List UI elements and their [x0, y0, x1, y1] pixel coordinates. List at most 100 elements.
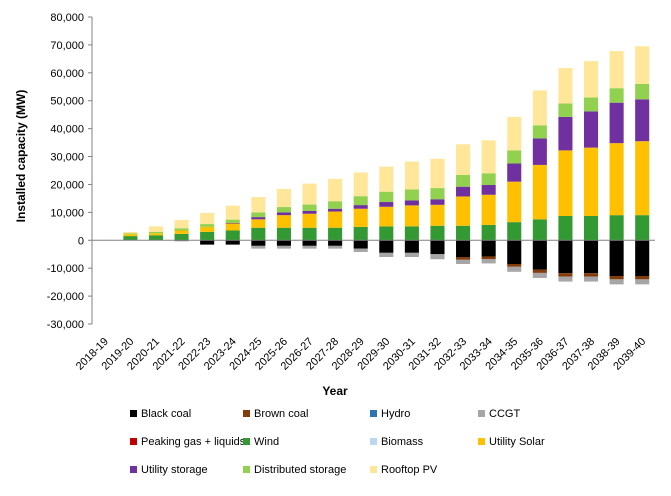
bar-segment-rooftop-pv [174, 219, 189, 229]
bar-segment-rooftop-pv [404, 161, 419, 190]
legend-swatch-peaking-gas-liquids [130, 438, 137, 445]
bar-segment-utility-solar [532, 164, 547, 220]
bar-segment-rooftop-pv [302, 183, 317, 205]
bar-segment-utility-storage [225, 222, 240, 224]
legend-swatch-black-coal [130, 410, 137, 417]
bar-segment-rooftop-pv [456, 144, 471, 175]
legend-swatch-hydro [370, 410, 377, 417]
bar-segment-distributed-storage [558, 103, 573, 117]
bar-segment-brown-coal [532, 269, 547, 273]
legend-swatch-rooftop-pv [370, 466, 377, 473]
bar-segment-brown-coal [456, 257, 471, 260]
bar-segment-wind [328, 227, 343, 241]
bar-segment-utility-solar [456, 196, 471, 226]
bar-segment-ccgt [200, 244, 215, 246]
bar-segment-distributed-storage [353, 196, 368, 206]
bar-segment-distributed-storage [481, 173, 496, 186]
legend-label-utility-solar: Utility Solar [489, 436, 545, 448]
bar-segment-wind [507, 222, 522, 241]
bar-segment-distributed-storage [379, 191, 394, 203]
bar-segment-rooftop-pv [200, 212, 215, 225]
bar-segment-utility-solar [251, 219, 266, 228]
bar-segment-ccgt [456, 259, 471, 264]
bar-segment-black-coal [302, 240, 317, 246]
bar-segment-distributed-storage [148, 231, 164, 234]
y-tick-label: 50,000 [50, 96, 84, 108]
bar-segment-distributed-storage [430, 188, 445, 200]
bar-segment-black-coal [609, 240, 624, 276]
y-tick-label: -30,000 [47, 319, 84, 331]
bar-segment-wind [123, 236, 138, 241]
bar-segment-wind [481, 224, 496, 241]
bar-segment-rooftop-pv [635, 46, 650, 84]
bar-segment-distributed-storage [404, 189, 419, 201]
bar-segment-utility-storage [583, 111, 599, 148]
bar-segment-ccgt [328, 245, 343, 249]
bar-segment-utility-solar [430, 204, 445, 226]
bar-segment-black-coal [558, 240, 573, 274]
bar-segment-utility-storage [532, 138, 547, 165]
bar-segment-wind [404, 226, 419, 241]
bar-segment-utility-storage [404, 200, 419, 206]
bar-segment-black-coal [251, 240, 266, 246]
bar-segment-brown-coal [609, 275, 624, 280]
bar-segment-distributed-storage [200, 224, 215, 227]
bar-segment-wind [430, 225, 445, 241]
bar-segment-black-coal [328, 240, 343, 246]
bar-segment-ccgt [353, 248, 368, 252]
bar-segment-utility-solar [609, 143, 624, 216]
y-tick-label: 10,000 [50, 207, 84, 219]
bar-segment-wind [379, 226, 394, 241]
bar-segment-rooftop-pv [609, 51, 624, 89]
bar-segment-wind [148, 235, 164, 241]
bar-segment-wind [456, 225, 471, 241]
legend-label-wind: Wind [254, 436, 279, 448]
bar-segment-distributed-storage [532, 125, 547, 139]
bar-segment-rooftop-pv [430, 158, 445, 189]
bar-segment-rooftop-pv [507, 116, 522, 151]
bar-segment-black-coal [404, 240, 419, 253]
bar-segment-ccgt [635, 279, 650, 285]
y-tick-label: 0 [78, 235, 84, 247]
y-tick-label: 80,000 [50, 12, 84, 24]
bar-segment-utility-solar [635, 141, 650, 216]
bar-segment-utility-solar [583, 147, 599, 216]
bar-segment-utility-solar [148, 233, 164, 236]
bar-segment-black-coal [200, 240, 215, 245]
bar-segment-brown-coal [481, 256, 496, 260]
bar-segment-utility-solar [507, 181, 522, 223]
legend-label-black-coal: Black coal [141, 408, 191, 420]
bar-segment-utility-solar [481, 194, 496, 225]
bar-segment-ccgt [430, 254, 445, 260]
bar-segment-distributed-storage [456, 174, 471, 187]
bar-segment-distributed-storage [174, 228, 189, 231]
bar-segment-brown-coal [635, 275, 650, 280]
bar-segment-distributed-storage [276, 207, 291, 213]
bar-segment-wind [609, 215, 624, 241]
bar-segment-ccgt [532, 272, 547, 278]
legend-label-peaking-gas-liquids: Peaking gas + liquids [141, 436, 246, 448]
bar-segment-utility-solar [302, 213, 317, 228]
bar-segment-distributed-storage [123, 233, 138, 235]
bar-segment-ccgt [379, 252, 394, 258]
bar-segment-rooftop-pv [481, 140, 496, 174]
bar-segment-utility-storage [609, 102, 624, 144]
bar-segment-distributed-storage [302, 204, 317, 211]
bar-segment-utility-solar [558, 150, 573, 216]
y-tick-label: 70,000 [50, 40, 84, 52]
bar-segment-utility-storage [507, 163, 522, 182]
bar-segment-wind [353, 226, 368, 241]
bar-segment-ccgt [302, 245, 317, 249]
bar-segment-ccgt [583, 276, 599, 282]
bar-segment-utility-storage [328, 208, 343, 212]
bar-segment-brown-coal [558, 273, 573, 277]
bar-segment-ccgt [404, 252, 419, 258]
bar-segment-utility-solar [379, 206, 394, 227]
bar-segment-wind [251, 227, 266, 241]
legend-swatch-utility-solar [478, 438, 485, 445]
bar-segment-distributed-storage [609, 88, 624, 103]
bar-segment-black-coal [481, 240, 496, 257]
bar-segment-utility-solar [200, 226, 215, 232]
bar-segment-wind [174, 233, 189, 241]
bar-segment-black-coal [635, 240, 650, 276]
